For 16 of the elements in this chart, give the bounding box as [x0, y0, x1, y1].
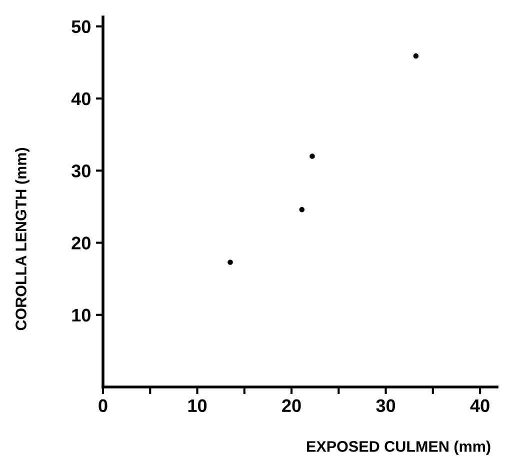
y-tick-label: 50 — [72, 20, 90, 34]
y-tick-label: 40 — [71, 92, 90, 106]
y-tick-label: 10 — [72, 308, 90, 322]
point — [413, 53, 419, 59]
point — [299, 206, 305, 212]
x-tick-label: 40 — [470, 399, 490, 412]
x-tick-label: 30 — [376, 399, 396, 412]
y-tick-label: 30 — [72, 164, 90, 178]
x-tick-label: 10 — [188, 399, 207, 412]
x-tick-label: 0 — [98, 399, 108, 412]
x-tick-label: 20 — [282, 399, 301, 412]
y-tick-label: 20 — [72, 236, 90, 250]
point — [310, 154, 315, 159]
x-axis-title: EXPOSED CULMEN (mm) — [306, 440, 490, 455]
y-axis-title: COROLLA LENGTH (mm) — [15, 148, 30, 330]
point — [228, 260, 233, 265]
